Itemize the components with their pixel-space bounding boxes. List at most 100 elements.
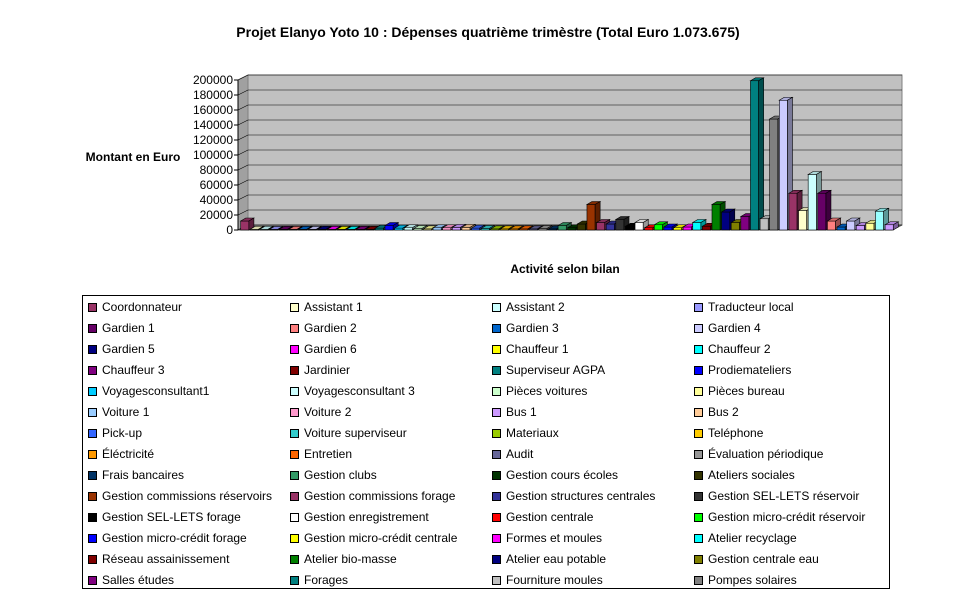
legend-item: Chauffeur 3 <box>88 362 165 378</box>
legend-label: Gestion micro-crédit forage <box>102 531 247 545</box>
legend-item: Voiture 2 <box>290 404 351 420</box>
legend-label: Entretien <box>304 447 353 461</box>
plot-area: 0200004000060000800001000001200001400001… <box>193 73 903 237</box>
legend-item: Voyagesconsultant1 <box>88 383 209 399</box>
legend-item: Materiaux <box>492 425 559 441</box>
gridline <box>237 194 902 201</box>
bar <box>653 221 669 231</box>
legend-swatch <box>492 365 501 375</box>
bar <box>326 225 342 231</box>
legend-item: Salles études <box>88 572 174 588</box>
legend-item: Gestion commissions réservoirs <box>88 488 272 504</box>
legend-item: Bus 1 <box>492 404 537 420</box>
bar <box>518 225 534 231</box>
legend-swatch <box>88 428 97 438</box>
legend-label: Voiture 2 <box>304 405 352 419</box>
legend-label: Gestion SEL-LETS réservoir <box>708 489 860 503</box>
legend-swatch <box>88 407 97 417</box>
legend-label: Fourniture moules <box>506 573 603 587</box>
legend-item: Gestion centrale eau <box>694 551 819 567</box>
legend-swatch <box>88 449 97 459</box>
legend-item: Traducteur local <box>694 299 794 315</box>
legend-swatch <box>88 386 97 396</box>
legend-swatch <box>290 428 299 438</box>
legend-item: Gestion commissions forage <box>290 488 455 504</box>
legend-swatch <box>290 407 299 417</box>
gridline <box>237 149 902 156</box>
legend-label: Atelier bio-masse <box>304 552 397 566</box>
legend-item: Gardien 1 <box>88 320 155 336</box>
legend-item: Atelier eau potable <box>492 551 606 567</box>
legend-label: Gardien 1 <box>102 321 155 335</box>
legend-item: Jardinier <box>290 362 350 378</box>
legend-item: Gestion micro-crédit centrale <box>290 530 457 546</box>
legend: Coordonnateur Assistant 1 Assistant 2 Tradu… <box>82 295 890 589</box>
legend-swatch <box>290 575 299 585</box>
legend-swatch <box>492 533 501 543</box>
legend-label: Gestion cours écoles <box>506 468 619 482</box>
legend-item: Gestion micro-crédit réservoir <box>694 509 865 525</box>
legend-item: Pièces bureau <box>694 383 785 399</box>
chart-area: Projet Elanyo Yoto 10 : Dépenses quatriè… <box>86 24 903 276</box>
legend-swatch <box>290 323 299 333</box>
legend-item: Gestion enregistrement <box>290 509 429 525</box>
legend-item: Pick-up <box>88 425 142 441</box>
legend-item: Chauffeur 2 <box>694 341 771 357</box>
legend-item: Frais bancaires <box>88 467 184 483</box>
legend-swatch <box>492 449 501 459</box>
legend-label: Gardien 4 <box>708 321 761 335</box>
legend-label: Gestion enregistrement <box>304 510 429 524</box>
legend-label: Gardien 5 <box>102 342 155 356</box>
legend-item: Gardien 4 <box>694 320 761 336</box>
legend-label: Gestion SEL-LETS forage <box>102 510 241 524</box>
legend-label: Gestion commissions réservoirs <box>102 489 273 503</box>
legend-label: Superviseur AGPA <box>506 363 606 377</box>
bar <box>249 225 265 231</box>
legend-swatch <box>492 491 501 501</box>
legend-item: Prodiemateliers <box>694 362 791 378</box>
bar <box>537 224 554 231</box>
legend-item: Forages <box>290 572 348 588</box>
bar <box>316 225 332 231</box>
legend-swatch <box>694 365 703 375</box>
legend-item: Atelier bio-masse <box>290 551 397 567</box>
legend-swatch <box>88 512 97 522</box>
legend-swatch <box>290 491 299 501</box>
legend-label: Bus 1 <box>506 405 537 419</box>
legend-label: Materiaux <box>506 426 559 440</box>
legend-label: Réseau assainissement <box>102 552 230 566</box>
legend-item: Bus 2 <box>694 404 739 420</box>
legend-item: Gestion cours écoles <box>492 467 618 483</box>
y-tick-label: 80000 <box>200 163 234 177</box>
gridline <box>237 179 902 186</box>
legend-swatch <box>290 470 299 480</box>
legend-swatch <box>88 491 97 501</box>
y-tick-label: 160000 <box>193 103 233 117</box>
legend-swatch <box>492 554 501 564</box>
legend-item: Assistant 2 <box>492 299 565 315</box>
legend-label: Traducteur local <box>708 300 794 314</box>
legend-swatch <box>88 533 97 543</box>
legend-item: Gestion micro-crédit forage <box>88 530 247 546</box>
legend-label: Gestion micro-crédit réservoir <box>708 510 866 524</box>
bar <box>306 225 323 231</box>
legend-label: Voyagesconsultant 3 <box>304 384 415 398</box>
legend-item: Pompes solaires <box>694 572 797 588</box>
legend-label: Pompes solaires <box>708 573 797 587</box>
legend-label: Atelier eau potable <box>506 552 607 566</box>
legend-swatch <box>290 302 299 312</box>
legend-label: Salles études <box>102 573 175 587</box>
y-tick-label: 140000 <box>193 118 233 132</box>
legend-swatch <box>694 386 703 396</box>
y-tick-label: 40000 <box>200 193 234 207</box>
legend-item: Audit <box>492 446 533 462</box>
legend-swatch <box>492 470 501 480</box>
legend-label: Ateliers sociales <box>708 468 795 482</box>
y-tick-label: 120000 <box>193 133 233 147</box>
legend-swatch <box>694 449 703 459</box>
legend-label: Teléphone <box>708 426 764 440</box>
legend-swatch <box>694 533 703 543</box>
legend-item: Pièces voitures <box>492 383 587 399</box>
legend-swatch <box>88 302 97 312</box>
y-tick-label: 20000 <box>200 208 234 222</box>
